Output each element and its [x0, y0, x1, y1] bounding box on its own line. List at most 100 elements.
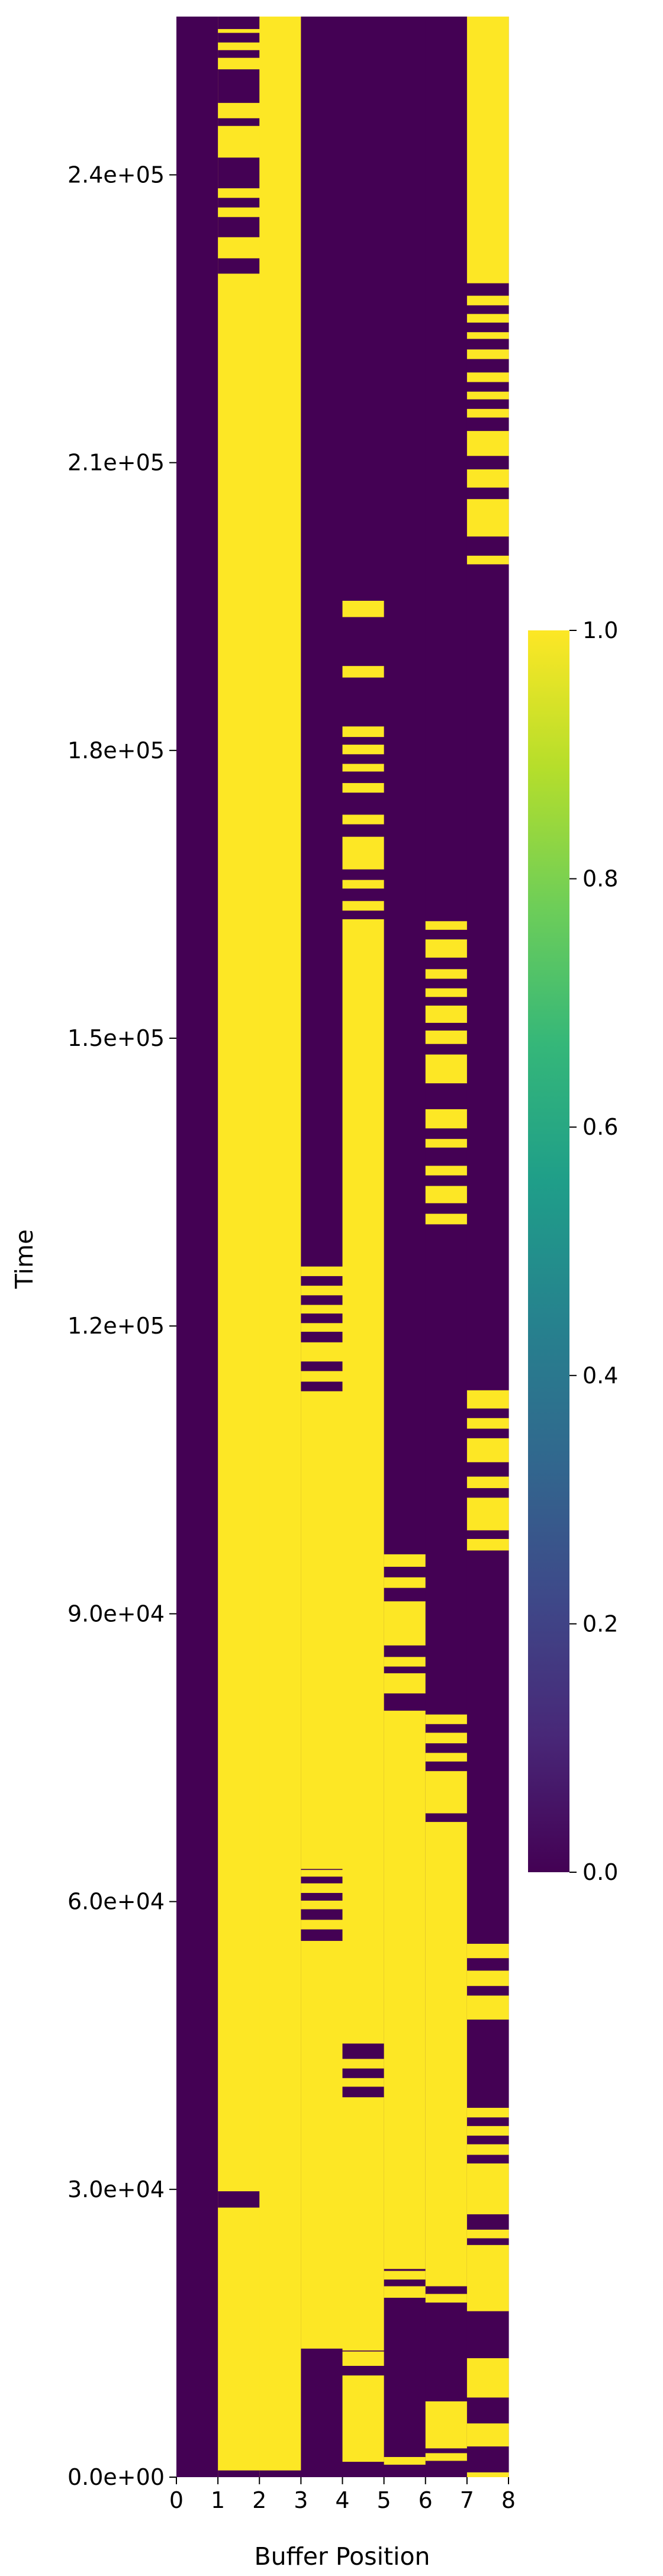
heatmap-cell-4-8: [342, 836, 385, 870]
heatmap-cell-4-4: [342, 2059, 385, 2069]
heatmap-cell-5-6: [384, 1601, 426, 1646]
x-tick-label: 1: [211, 2487, 225, 2513]
heatmap-cell-7-18: [466, 555, 509, 565]
heatmap-cell-7-25: [466, 349, 509, 359]
y-tick-label: 1.2e+05: [67, 1313, 165, 1339]
heatmap-cell-5-2: [384, 2271, 426, 2280]
x-tick-label: 5: [377, 2487, 391, 2513]
heatmap-cell-4-6: [342, 901, 385, 911]
heatmap-cell-2-0: [259, 2470, 301, 2477]
heatmap-cell-7-26: [466, 332, 509, 339]
heatmap-cell-7-23: [466, 391, 509, 400]
y-tick-label: 1.5e+05: [67, 1025, 165, 1051]
heatmap-cell-7-29: [466, 17, 509, 284]
y-tick-label: 2.4e+05: [67, 162, 165, 188]
heatmap-cell-7-20: [466, 469, 509, 488]
y-axis: 0.0e+00 3.0e+04 6.0e+04 9.0e+04 1.2e+05 1.5e+…: [67, 162, 176, 2490]
heatmap-cell-5-0: [384, 2456, 426, 2465]
heatmap-cell-6-0: [425, 2453, 468, 2461]
heatmap-cell-7-19: [466, 499, 509, 537]
heatmap-cell-6-13: [425, 1054, 468, 1084]
heatmap-column-0: [176, 17, 218, 2477]
x-tick-label: 4: [335, 2487, 349, 2513]
x-axis-label: Buffer Position: [254, 2542, 430, 2571]
heatmap-cell-6-2: [425, 2294, 468, 2303]
heatmap-cell-3-10: [301, 1286, 343, 1296]
heatmap-cell-6-3: [425, 1822, 468, 2287]
heatmap-cell-6-17: [425, 969, 468, 979]
heatmap-cell-6-19: [425, 921, 468, 930]
y-tick-label: 6.0e+04: [67, 1889, 165, 1915]
heatmap-cell-4-7: [342, 880, 385, 889]
heatmap-cell-7-11: [466, 1943, 509, 1959]
heatmap-cell-3-7: [301, 1342, 343, 1362]
heatmap-cell-1-7: [218, 69, 260, 103]
heatmap-cell-3-0: [301, 1941, 343, 2349]
heatmap-cell-4-10: [342, 783, 385, 793]
colorbar-gradient: [528, 630, 569, 1872]
heatmap-cell-4-14: [342, 666, 385, 678]
heatmap-cell-3-4: [301, 1870, 343, 1877]
x-tick-label: 0: [169, 2487, 184, 2513]
heatmap-cell-4-2: [342, 2097, 385, 2351]
heatmap-cell-1-5: [218, 157, 260, 189]
heatmap-cell-3-9: [301, 1305, 343, 1314]
heatmap-cell-4-12: [342, 745, 385, 755]
heatmap-cell-6-8: [425, 1213, 468, 1225]
heatmap-cell-6-16: [425, 988, 468, 997]
heatmap-cell-7-1: [466, 2423, 509, 2447]
y-tick-label: 1.8e+05: [67, 738, 165, 764]
y-axis-label: Time: [10, 1229, 38, 1289]
y-tick-label: 3.0e+04: [67, 2176, 165, 2203]
heatmap-cell-6-11: [425, 1139, 468, 1148]
colorbar-tick-label: 0.0: [582, 1859, 618, 1885]
heatmap-cell-5-3: [384, 1711, 426, 2269]
heatmap-cell-7-16: [466, 1418, 509, 1429]
heatmap-cell-4-3: [342, 2078, 385, 2087]
heatmap-cell-7-24: [466, 372, 509, 382]
colorbar-tick-label: 0.2: [582, 1611, 618, 1637]
heatmap-cell-5-8: [384, 1554, 426, 1567]
heatmap-cell-7-8: [466, 2108, 509, 2118]
heatmap-cell-7-27: [466, 314, 509, 323]
colorbar-tick-label: 0.6: [582, 1114, 618, 1140]
heatmap-cell-6-6: [425, 1733, 468, 1744]
heatmap-cell-7-10: [466, 1970, 509, 1986]
heatmap-cell-6-7: [425, 1714, 468, 1724]
heatmap-cell-4-9: [342, 814, 385, 825]
heatmap-cell-1-4: [218, 198, 260, 208]
heatmap-cell-5-1: [384, 2286, 426, 2298]
heatmap-cell-7-22: [466, 408, 509, 418]
heatmap-cell-7-17: [466, 1390, 509, 1409]
heatmap-cell-7-3: [466, 2245, 509, 2311]
x-tick-label: 6: [419, 2487, 433, 2513]
heatmap-cell-6-14: [425, 1031, 468, 1044]
colorbar-tick-label: 0.4: [582, 1363, 618, 1389]
heatmap-cell-7-4: [466, 2229, 509, 2239]
heatmap-cell-5-5: [384, 1657, 426, 1667]
heatmap-cell-7-12: [466, 1538, 509, 1551]
heatmap-cell-7-2: [466, 2358, 509, 2398]
heatmap-cell-4-5: [342, 919, 385, 2044]
heatmap-cell-7-14: [466, 1476, 509, 1489]
heatmap-column-1: [218, 17, 260, 2477]
y-tick-label: 0.0e+00: [67, 2464, 165, 2490]
heatmap-cell-7-9: [466, 1995, 509, 2020]
heatmap-cell-4-1: [342, 2351, 385, 2366]
heatmap-cell-3-1: [301, 1920, 343, 1930]
heatmap-cell-5-4: [384, 1673, 426, 1693]
heatmap-cell-7-28: [466, 295, 509, 305]
y-tick-label: 9.0e+04: [67, 1601, 165, 1627]
heatmap-cell-1-8: [218, 50, 260, 58]
x-tick-label: 7: [460, 2487, 474, 2513]
heatmap-cell-1-3: [218, 217, 260, 237]
x-tick-label: 8: [501, 2487, 516, 2513]
heatmap-cell-7-0: [466, 2472, 509, 2477]
heatmap-cell-7-15: [466, 1438, 509, 1463]
heatmap-cell-7-21: [466, 431, 509, 456]
heatmap-cell-1-0: [218, 2470, 260, 2477]
heatmap-cell-1-10: [218, 17, 260, 30]
heatmap-cell-4-15: [342, 600, 385, 617]
heatmap-cell-7-13: [466, 1498, 509, 1531]
